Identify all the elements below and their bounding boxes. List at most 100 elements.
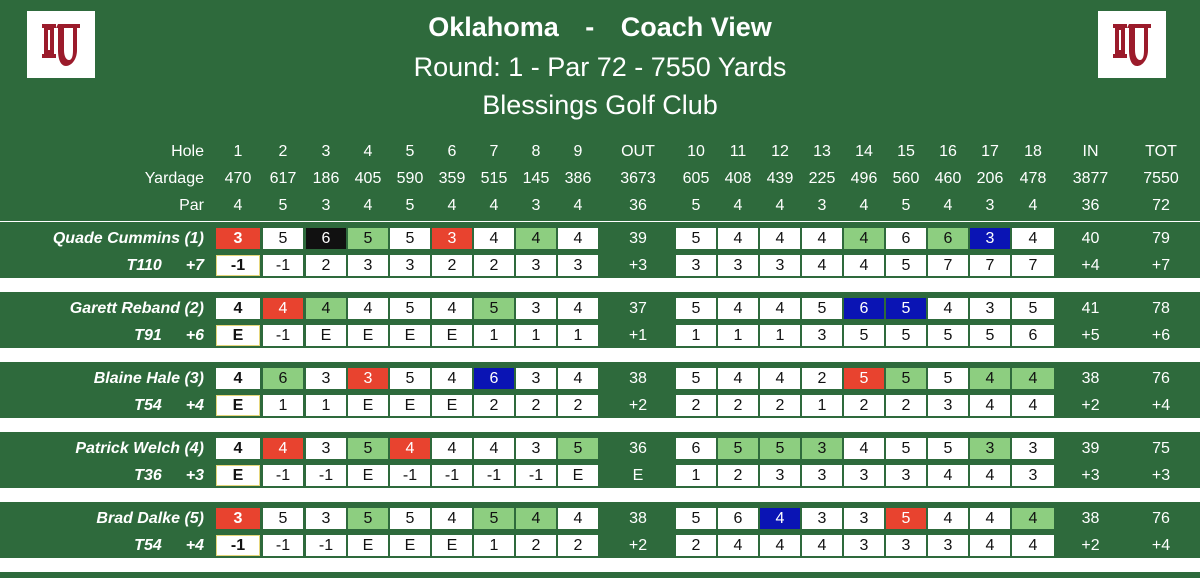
running-to-par-cell: 3 — [928, 535, 968, 556]
score-cell: 4 — [844, 438, 884, 459]
score-cell: 5 — [263, 228, 303, 249]
running-to-par-cell: 2 — [676, 395, 716, 416]
score-cell: 4 — [432, 298, 472, 319]
team-name: Oklahoma — [428, 12, 559, 42]
score-cell: 5 — [390, 508, 430, 529]
score-cell: 5 — [886, 508, 926, 529]
info-hole-cell: 6 — [432, 141, 472, 162]
score-cell: 6 — [928, 228, 968, 249]
score-cell: 5 — [676, 508, 716, 529]
info-par-cell: 3 — [516, 195, 556, 216]
score-cell: 4 — [558, 368, 598, 389]
running-to-par-cell: 4 — [970, 395, 1010, 416]
running-to-par-cell: 2 — [474, 255, 514, 276]
running-to-par-cell: 4 — [1012, 395, 1054, 416]
running-to-par-cell: 3 — [516, 255, 556, 276]
score-cell: 5 — [886, 298, 926, 319]
info-yardage-cell: 605 — [676, 168, 716, 189]
info-yardage-cell: 590 — [390, 168, 430, 189]
running-to-par-cell: E — [390, 535, 430, 556]
running-to-par-cell: -1 — [216, 535, 260, 556]
score-cell: 6 — [844, 298, 884, 319]
score-cell: 4 — [844, 228, 884, 249]
score-cell: 4 — [718, 228, 758, 249]
running-to-par-cell: E — [348, 535, 388, 556]
running-to-par-cell: +2 — [1058, 395, 1123, 416]
player-rank: T110 — [126, 256, 162, 274]
score-cell: 5 — [802, 298, 842, 319]
score-cell: 6 — [474, 368, 514, 389]
score-cell: 4 — [263, 298, 303, 319]
running-to-par-cell: -1 — [306, 465, 346, 486]
player-separator-line — [0, 222, 1200, 224]
score-cell: 4 — [718, 368, 758, 389]
score-cell: 5 — [558, 438, 598, 459]
running-to-par-cell: 7 — [1012, 255, 1054, 276]
score-cell: 4 — [516, 508, 556, 529]
score-cell: 4 — [474, 228, 514, 249]
info-hole-cell: 18 — [1012, 141, 1054, 162]
running-to-par-cell: 2 — [306, 255, 346, 276]
score-cell: 5 — [718, 438, 758, 459]
score-cell: 3 — [348, 368, 388, 389]
score-cell: 3 — [802, 508, 842, 529]
running-to-par-cell: E — [348, 465, 388, 486]
course-name: Blessings Golf Club — [482, 90, 718, 120]
info-par-cell: 3 — [802, 195, 842, 216]
running-to-par-cell: 3 — [1012, 465, 1054, 486]
score-cell: 6 — [718, 508, 758, 529]
info-hole-cell: 7 — [474, 141, 514, 162]
info-hole-cell: 4 — [348, 141, 388, 162]
score-cell: 6 — [886, 228, 926, 249]
score-cell: 3 — [306, 368, 346, 389]
score-cell: 3 — [516, 368, 556, 389]
score-cell: 3 — [516, 298, 556, 319]
running-to-par-cell: E — [348, 325, 388, 346]
info-yardage-cell: 7550 — [1127, 168, 1195, 189]
running-to-par-cell: E — [390, 395, 430, 416]
score-cell: 5 — [886, 368, 926, 389]
running-to-par-cell: +7 — [1127, 255, 1195, 276]
info-yardage-cell: 3877 — [1058, 168, 1123, 189]
running-to-par-cell: 5 — [886, 325, 926, 346]
info-par-cell: 5 — [676, 195, 716, 216]
running-to-par-cell: 3 — [844, 535, 884, 556]
score-cell: 4 — [216, 368, 260, 389]
running-to-par-cell: 4 — [1012, 535, 1054, 556]
player-to-par: +6 — [185, 326, 204, 344]
score-cell: 4 — [760, 298, 800, 319]
score-cell: 5 — [390, 298, 430, 319]
running-to-par-cell: -1 — [432, 465, 472, 486]
round-info: Round: 1 - Par 72 - 7550 Yards — [413, 52, 787, 82]
running-to-par-cell: +2 — [603, 395, 673, 416]
running-to-par-cell: 4 — [928, 465, 968, 486]
running-to-par-cell: 2 — [516, 395, 556, 416]
score-cell: 5 — [263, 508, 303, 529]
running-to-par-cell: E — [432, 395, 472, 416]
running-to-par-cell: 7 — [928, 255, 968, 276]
running-to-par-cell: 5 — [928, 325, 968, 346]
info-yardage-cell: 478 — [1012, 168, 1054, 189]
running-to-par-cell: 3 — [928, 395, 968, 416]
running-to-par-cell: -1 — [216, 255, 260, 276]
running-to-par-cell: E — [432, 535, 472, 556]
running-to-par-cell: 3 — [802, 325, 842, 346]
info-yardage-cell: 560 — [886, 168, 926, 189]
running-to-par-cell: 3 — [886, 535, 926, 556]
info-yardage-cell: 386 — [558, 168, 598, 189]
player-to-par: +4 — [185, 536, 204, 554]
score-cell: 5 — [348, 228, 388, 249]
info-hole-cell: 9 — [558, 141, 598, 162]
player-name: Brad Dalke (5) — [2, 508, 210, 529]
running-to-par-cell: 4 — [970, 535, 1010, 556]
score-cell: 5 — [390, 228, 430, 249]
running-to-par-cell: -1 — [474, 465, 514, 486]
score-cell: 4 — [432, 438, 472, 459]
running-to-par-cell: 1 — [474, 325, 514, 346]
score-cell: 4 — [306, 298, 346, 319]
player-name: Blaine Hale (3) — [2, 368, 210, 389]
info-yardage-cell: 460 — [928, 168, 968, 189]
info-yardage-cell: 145 — [516, 168, 556, 189]
info-yardage-cell: 515 — [474, 168, 514, 189]
running-to-par-cell: E — [603, 465, 673, 486]
